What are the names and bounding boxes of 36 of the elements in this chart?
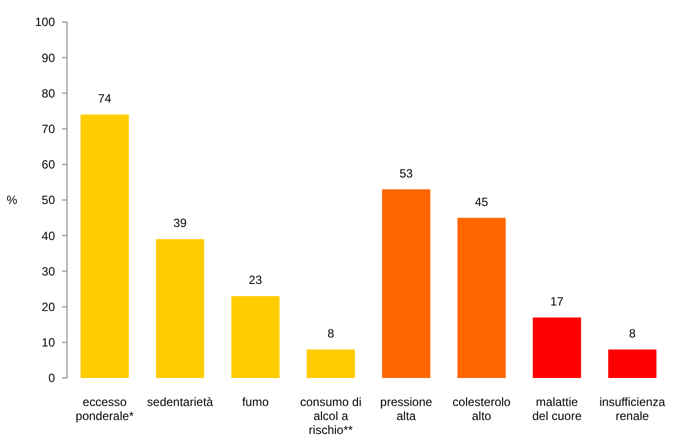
x-tick-label: malattie del cuore	[532, 395, 582, 423]
data-label: 53	[400, 166, 414, 180]
x-tick-label: sedentarietà	[147, 395, 214, 409]
bar	[532, 317, 582, 378]
x-tick-label: pressione alta	[380, 395, 433, 423]
y-tick-label: 30	[42, 264, 56, 278]
data-label: 74	[98, 92, 112, 106]
y-tick-label: 90	[42, 50, 56, 65]
y-tick-label: 60	[42, 158, 56, 172]
x-tick-label: fumo	[242, 395, 270, 409]
x-tick-label: consumo di alcol a rischio**	[300, 395, 362, 437]
data-label: 45	[474, 194, 489, 209]
y-tick-label: 70	[42, 122, 56, 136]
y-tick-label: 20	[42, 300, 56, 314]
y-tick-label: 80	[42, 86, 56, 100]
bar	[382, 189, 430, 378]
data-label: 8	[327, 326, 334, 341]
data-label: 8	[628, 326, 636, 341]
bar	[457, 218, 506, 378]
bar	[608, 350, 656, 378]
y-tick-label: 10	[42, 336, 56, 350]
bar	[80, 114, 129, 378]
y-tick-label: 100	[34, 15, 56, 30]
y-tick-label: 0	[48, 371, 56, 386]
data-label: 23	[248, 273, 262, 288]
data-label: 17	[550, 294, 564, 308]
bar	[156, 239, 204, 378]
bar	[231, 296, 280, 378]
x-tick-label: insufficienza renale	[599, 395, 666, 423]
data-label: 39	[173, 216, 188, 230]
y-axis-title: %	[6, 193, 18, 208]
x-tick-label: eccesso ponderale*	[76, 395, 134, 423]
y-tick-label: 50	[42, 193, 56, 208]
y-tick-label: 40	[42, 228, 56, 243]
x-tick-label: colesterolo alto	[452, 395, 511, 423]
bar	[306, 350, 355, 378]
